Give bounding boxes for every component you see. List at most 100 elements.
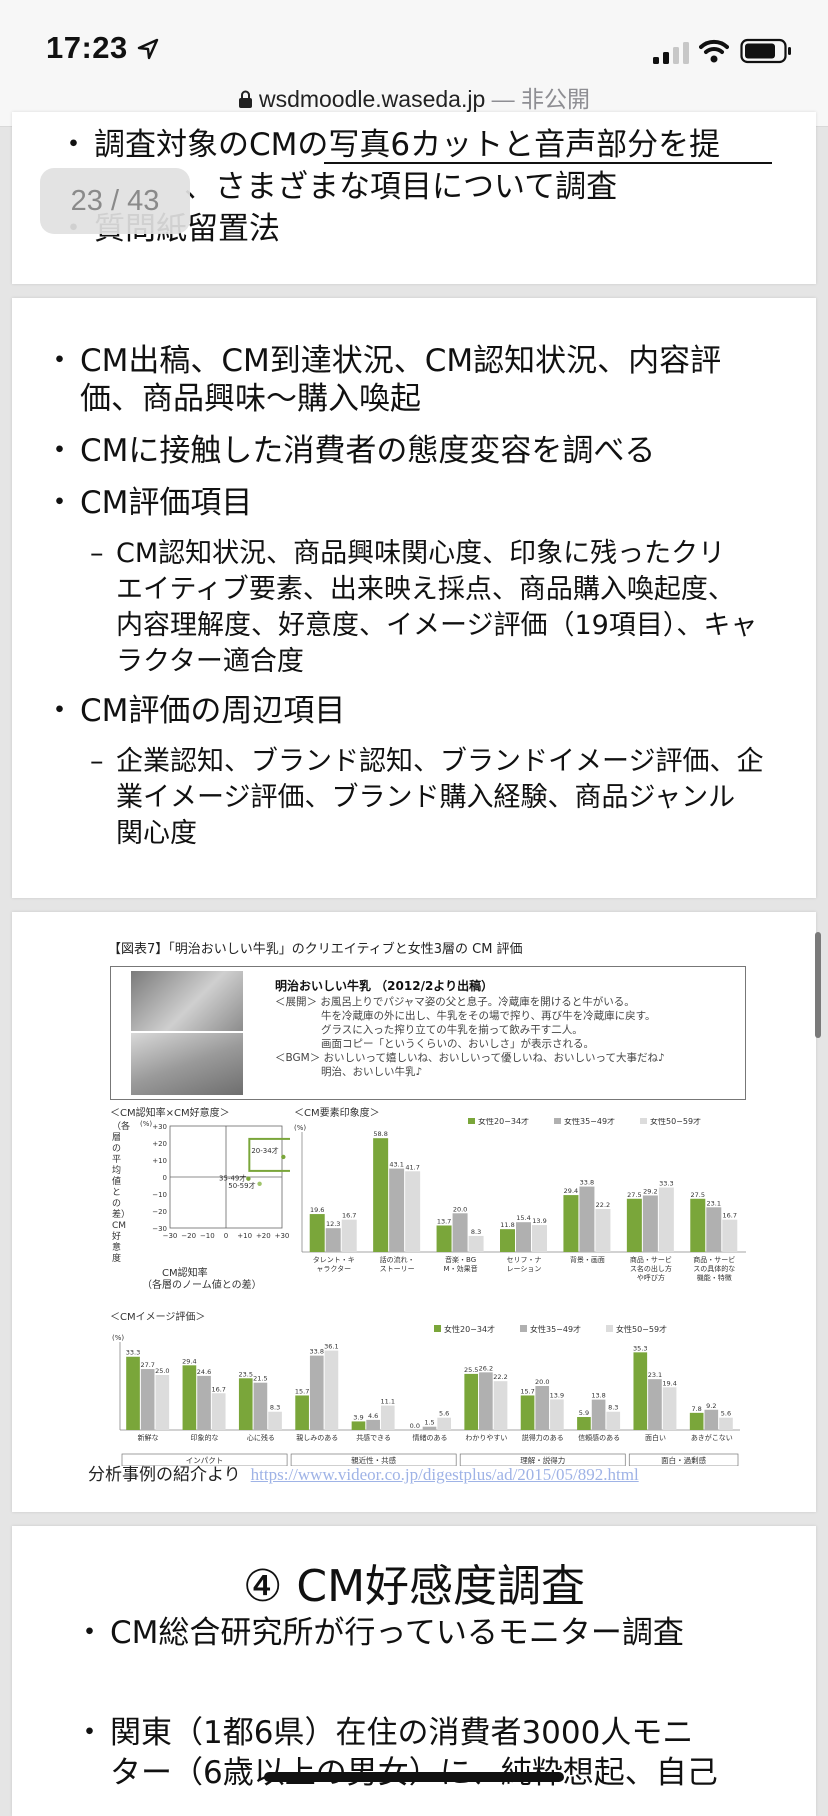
data-label: 20.0: [453, 1205, 467, 1213]
bullet-text: CM出稿、CM到達状況、CM認知状況、内容評: [80, 343, 722, 379]
scrollbar[interactable]: [815, 932, 821, 1038]
bar: [437, 1417, 451, 1430]
data-label: 23.1: [648, 1371, 662, 1379]
battery-icon: [740, 38, 791, 64]
data-label: 27.7: [140, 1361, 154, 1369]
bullet-text: 関東（1都6県）在住の消費者3000人モニ: [110, 1715, 694, 1751]
sub-bullet: – CM認知状況、商品興味関心度、印象に残ったクリ エイティブ要素、出来映え採点…: [90, 536, 758, 680]
data-point: [246, 1176, 251, 1181]
bar: [211, 1393, 226, 1430]
product-description: ＜展開＞ お風呂上りでパジャマ姿の父と息子。冷蔵庫を開けると牛がいる。 牛を冷蔵…: [275, 995, 665, 1079]
data-label: 8.3: [270, 1404, 280, 1412]
category-label: わかりやすい: [465, 1434, 507, 1442]
wifi-icon: [699, 39, 729, 63]
scatter-ylabel: （各層の平均値との差）CM好意度: [112, 1122, 131, 1264]
category-label: 背景・画面: [570, 1255, 605, 1264]
category-label: 心に残る: [247, 1433, 275, 1442]
unit-label: (%): [112, 1334, 124, 1342]
y-tick-label: −20: [152, 1208, 167, 1216]
bullet-text: CM評価項目: [80, 485, 253, 521]
category-label: 共感できる: [356, 1433, 391, 1442]
bullet-item: ・ CMに接触した消費者の態度変容を調べる: [44, 433, 656, 469]
data-label: 15.7: [520, 1387, 534, 1395]
data-label: 33.8: [310, 1348, 324, 1356]
category-label: レーション: [507, 1265, 542, 1273]
url-text: wsdmoodle.waseda.jp: [258, 86, 486, 112]
y-tick-label: +20: [152, 1140, 167, 1148]
bar-chart-title: ＜CM要素印象度＞: [294, 1108, 380, 1119]
desc-line: 画面コピー「というくらいの、おいしさ」が表示される。: [321, 1038, 594, 1050]
home-indicator[interactable]: [264, 1772, 564, 1782]
bar: [704, 1409, 719, 1430]
bar: [309, 1214, 325, 1252]
creative-box: 明治おいしい牛乳 （2012/2より出稿） ＜展開＞ お風呂上りでパジャマ姿の父…: [110, 966, 746, 1100]
group-band: [290, 1453, 457, 1466]
bar: [238, 1378, 253, 1430]
category-label: 印象的な: [191, 1433, 219, 1442]
legend-swatch: [554, 1118, 561, 1124]
scatter-xsub: （各層のノーム値との差）: [142, 1280, 262, 1291]
bar: [532, 1225, 547, 1252]
source-link[interactable]: https://www.videor.co.jp/digestplus/ad/2…: [250, 1465, 639, 1484]
source-prefix: 分析事例の紹介より: [88, 1465, 241, 1485]
data-label: 5.6: [721, 1410, 731, 1418]
category-label: セリフ・ナ: [507, 1256, 542, 1264]
bullet-item: ・ CM総合研究所が行っているモニター調査: [74, 1615, 684, 1651]
data-label: 29.4: [564, 1187, 578, 1195]
category-label: 音楽・BG: [445, 1255, 476, 1264]
legend-label: 女性35−49才: [530, 1324, 581, 1334]
data-label: 26.2: [479, 1364, 493, 1372]
data-label: 7.8: [691, 1405, 701, 1413]
category-label: や呼び方: [637, 1273, 665, 1282]
bar: [324, 1350, 339, 1430]
category-label: 機能・特徴: [697, 1273, 732, 1282]
sub-line: 内容理解度、好意度、イメージ評価（19項目）、キャ: [116, 610, 758, 641]
data-label: 15.7: [295, 1387, 309, 1395]
group-band: [459, 1453, 626, 1466]
data-label: 35.3: [633, 1344, 647, 1352]
bar: [722, 1219, 738, 1252]
bar: [706, 1207, 722, 1252]
sub-line: エイティブ要素、出来映え採点、商品購入喚起度、: [116, 574, 735, 605]
desc-line: グラスに入った搾り立ての牛乳を揃って飲み干す二人。: [321, 1024, 583, 1036]
bar: [493, 1381, 508, 1430]
bar: [405, 1171, 421, 1252]
group-label: 親近性・共感: [351, 1455, 396, 1465]
data-label: 3.9: [353, 1413, 363, 1421]
address-bar[interactable]: wsdmoodle.waseda.jp — 非公開: [0, 80, 828, 114]
data-label: 5.9: [579, 1409, 589, 1417]
category-label: 商品・サービ: [693, 1255, 735, 1264]
slide-25: ④ CM好感度調査 ・ CM総合研究所が行っているモニター調査 ・関東（1都6県）…: [12, 1526, 816, 1816]
data-point: [281, 1154, 286, 1160]
scatter-chart: (%) +30+30+20+20+10+1000−10−10−20−20−30−3…: [140, 1120, 290, 1240]
location-arrow-icon: [137, 38, 159, 60]
image-evaluation-chart: (%) 女性20−34才 女性35−49才 女性50−59才 33.327.725.0 新…: [112, 1324, 740, 1466]
data-label: 4.6: [368, 1412, 378, 1420]
data-label: 36.1: [324, 1343, 338, 1351]
data-label: 43.1: [389, 1161, 403, 1169]
category-label: 面白い: [645, 1433, 666, 1442]
data-label: 5.6: [439, 1410, 449, 1418]
data-point: [257, 1181, 262, 1186]
bar: [126, 1356, 140, 1430]
data-label: 0.0: [410, 1422, 420, 1430]
bar: [689, 1412, 704, 1430]
element-impression-chart: (%)女性20−34才 女性35−49才 女性50−59才19.612.316.7タ…: [294, 1118, 746, 1282]
category-label: 新鮮な: [138, 1433, 159, 1442]
sub-line: ラクター適合度: [116, 646, 304, 677]
bullet-item: ・ CM出稿、CM到達状況、CM認知状況、内容評: [44, 343, 722, 379]
bar: [140, 1369, 155, 1430]
point-label: 50-59才: [228, 1181, 255, 1190]
bar: [662, 1387, 677, 1430]
bullet-continuation: 価、商品興味～購入喚起: [80, 381, 421, 417]
bar: [268, 1411, 282, 1430]
bullet-text: CMに接触した消費者の態度変容を調べる: [80, 433, 656, 469]
y-tick-label: −30: [152, 1225, 167, 1233]
y-tick-label: 0: [163, 1174, 167, 1182]
bar: [351, 1421, 366, 1430]
desc-line: 牛を冷蔵庫の外に出し、牛乳をその場で搾り、再び牛を冷蔵庫に戻す。: [321, 1010, 656, 1022]
data-label: 16.7: [723, 1212, 737, 1220]
sub-bullet: – 企業認知、ブランド認知、ブランドイメージ評価、企 業イメージ評価、ブランド購…: [90, 744, 763, 852]
sub-line: CM認知状況、商品興味関心度、印象に残ったクリ: [116, 538, 726, 569]
category-label: 説得力のある: [522, 1433, 564, 1442]
